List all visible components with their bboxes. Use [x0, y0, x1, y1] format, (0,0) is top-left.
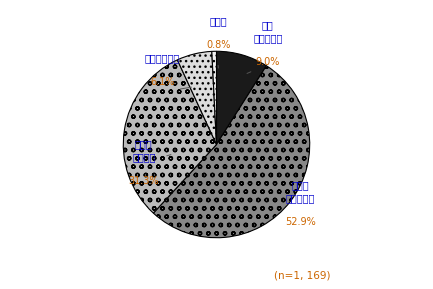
Text: 6.1%: 6.1% [150, 77, 174, 87]
Text: 52.9%: 52.9% [285, 217, 316, 227]
Text: 知っている: 知っている [253, 33, 282, 43]
Text: 知らない: 知らない [132, 152, 155, 162]
Text: 全く知らない: 全く知らない [145, 53, 180, 63]
Wedge shape [212, 51, 216, 144]
Text: 無回答: 無回答 [210, 16, 227, 26]
Text: あまり: あまり [135, 139, 152, 149]
Text: 多少は: 多少は [291, 180, 309, 190]
Wedge shape [216, 51, 266, 144]
Text: (n=1, 169): (n=1, 169) [274, 270, 330, 280]
Wedge shape [123, 60, 216, 213]
Text: 31.3%: 31.3% [129, 176, 159, 186]
Wedge shape [153, 66, 310, 238]
Text: よく: よく [262, 20, 274, 30]
Wedge shape [178, 51, 216, 144]
Text: 9.0%: 9.0% [255, 57, 280, 67]
Text: 0.8%: 0.8% [206, 40, 230, 50]
Text: 知っている: 知っている [286, 193, 315, 203]
